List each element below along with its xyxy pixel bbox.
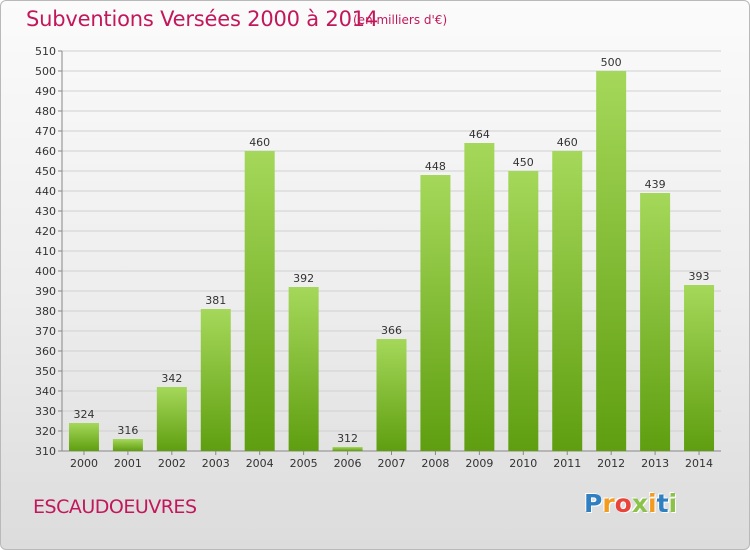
y-tick-label: 450 <box>35 165 56 178</box>
y-tick-label: 430 <box>35 205 56 218</box>
x-tick-label: 2007 <box>378 457 406 470</box>
data-label: 312 <box>337 432 358 445</box>
data-label: 460 <box>249 136 270 149</box>
logo-letter: i <box>668 489 678 518</box>
y-tick-label: 440 <box>35 185 56 198</box>
x-tick-label: 2001 <box>114 457 142 470</box>
y-tick-label: 330 <box>35 405 56 418</box>
logo-letter: o <box>614 489 632 518</box>
y-tick-label: 310 <box>35 445 56 458</box>
data-label: 324 <box>73 408 94 421</box>
chart-subtitle: (en milliers d'€) <box>353 13 448 27</box>
bar <box>156 387 187 451</box>
data-label: 450 <box>513 156 534 169</box>
x-tick-label: 2009 <box>465 457 493 470</box>
y-tick-label: 390 <box>35 285 56 298</box>
data-label: 460 <box>557 136 578 149</box>
y-tick-label: 350 <box>35 365 56 378</box>
y-tick-label: 370 <box>35 325 56 338</box>
data-label: 500 <box>601 56 622 69</box>
y-tick-label: 480 <box>35 105 56 118</box>
bar <box>68 423 99 451</box>
data-label: 342 <box>161 372 182 385</box>
x-tick-label: 2003 <box>202 457 230 470</box>
x-tick-label: 2005 <box>290 457 318 470</box>
x-tick-label: 2000 <box>70 457 98 470</box>
y-tick-label: 510 <box>35 45 56 58</box>
bar <box>376 339 407 451</box>
logo-letter: i <box>648 489 657 518</box>
bar <box>552 151 583 451</box>
bar <box>596 71 627 451</box>
logo-letter: x <box>631 489 648 518</box>
x-tick-label: 2011 <box>553 457 581 470</box>
proxiti-logo: Proxiti <box>584 489 677 518</box>
x-tick-label: 2010 <box>509 457 537 470</box>
y-tick-label: 380 <box>35 305 56 318</box>
x-tick-label: 2002 <box>158 457 186 470</box>
y-tick-label: 340 <box>35 385 56 398</box>
x-tick-label: 2004 <box>246 457 274 470</box>
x-tick-label: 2013 <box>641 457 669 470</box>
x-tick-label: 2012 <box>597 457 625 470</box>
commune-name: ESCAUDOEUVRES <box>33 496 197 518</box>
x-tick-label: 2014 <box>685 457 713 470</box>
y-tick-label: 400 <box>35 265 56 278</box>
bar <box>684 285 715 451</box>
y-tick-label: 470 <box>35 125 56 138</box>
data-label: 366 <box>381 324 402 337</box>
logo-letter: P <box>584 489 603 518</box>
data-label: 439 <box>645 178 666 191</box>
bar <box>244 151 275 451</box>
bar <box>288 287 319 451</box>
logo-letter: r <box>602 489 615 518</box>
x-tick-label: 2008 <box>421 457 449 470</box>
bar <box>112 439 143 451</box>
bar <box>200 309 231 451</box>
data-label: 464 <box>469 128 490 141</box>
y-tick-label: 410 <box>35 245 56 258</box>
data-label: 381 <box>205 294 226 307</box>
y-tick-label: 360 <box>35 345 56 358</box>
data-label: 392 <box>293 272 314 285</box>
bar <box>508 171 539 451</box>
chart-title: Subventions Versées 2000 à 2014 <box>26 7 379 31</box>
x-tick-label: 2006 <box>334 457 362 470</box>
bar <box>464 143 495 451</box>
bar <box>420 175 451 451</box>
y-tick-label: 490 <box>35 85 56 98</box>
bar <box>332 447 363 451</box>
logo-letter: t <box>656 489 669 518</box>
y-tick-label: 420 <box>35 225 56 238</box>
y-tick-label: 500 <box>35 65 56 78</box>
bar <box>640 193 671 451</box>
y-tick-label: 320 <box>35 425 56 438</box>
y-tick-label: 460 <box>35 145 56 158</box>
data-label: 316 <box>117 424 138 437</box>
data-label: 448 <box>425 160 446 173</box>
data-label: 393 <box>689 270 710 283</box>
